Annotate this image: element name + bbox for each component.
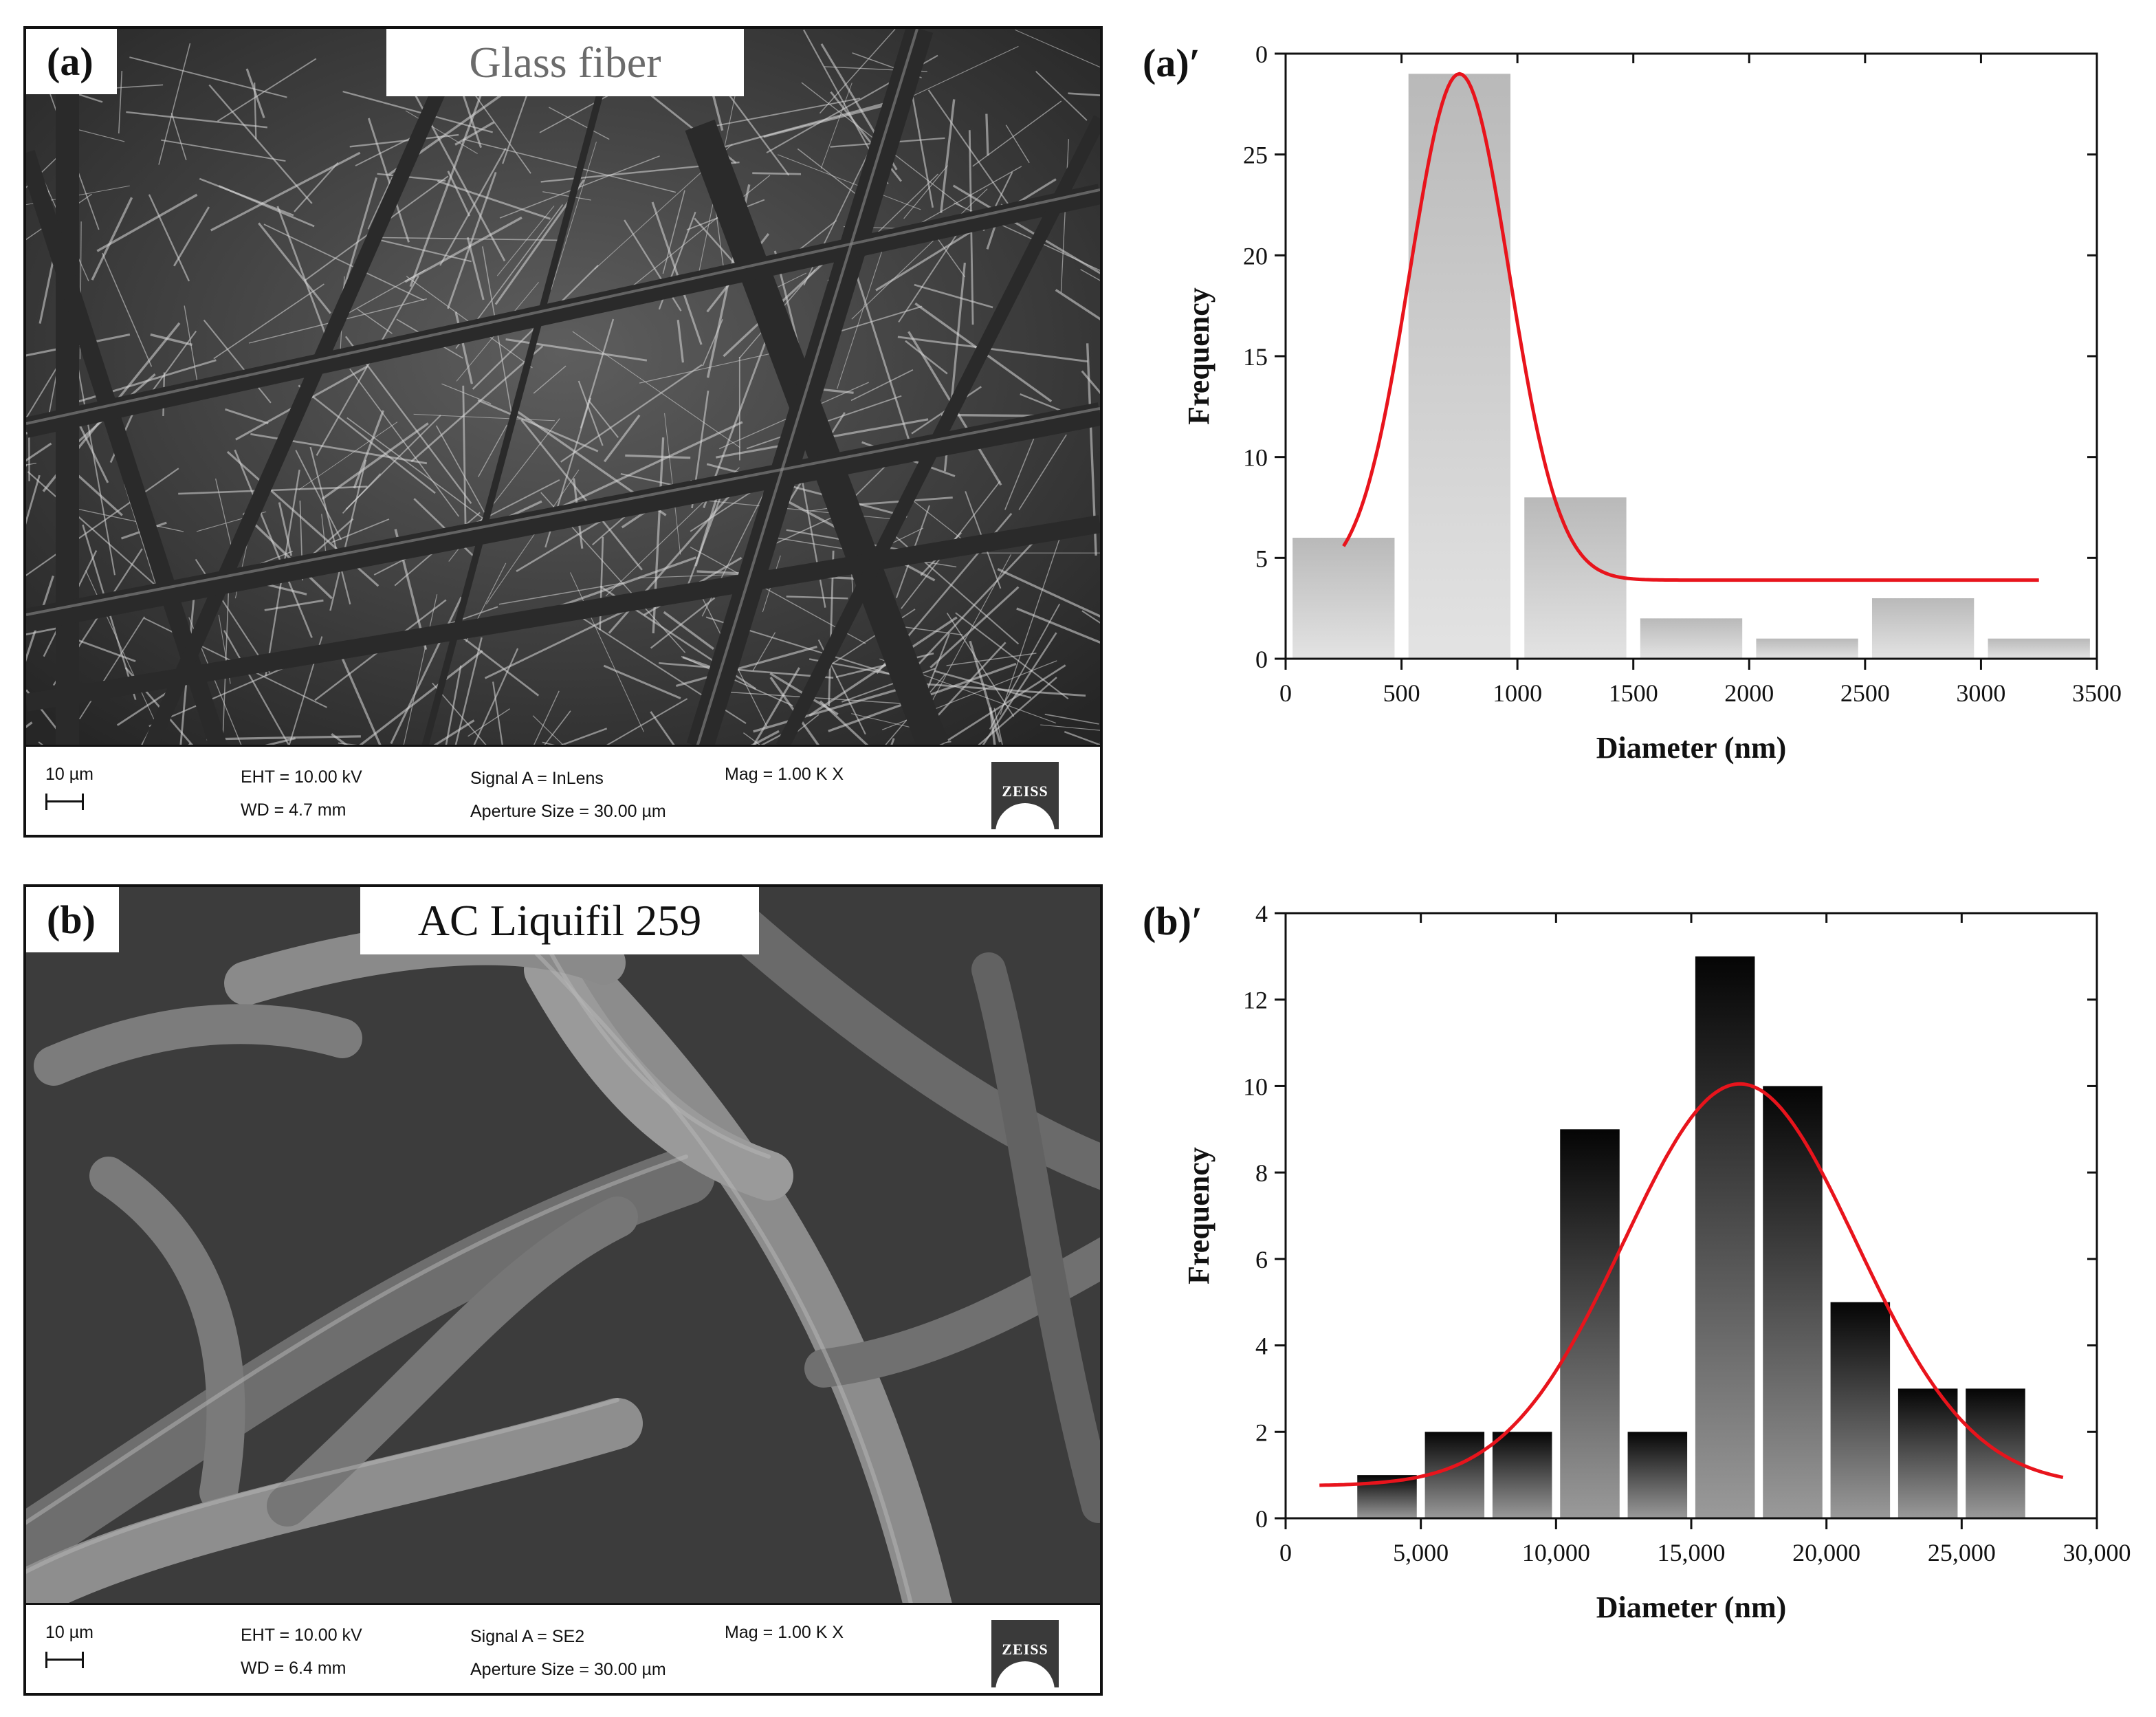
signal-value: Signal A = InLens xyxy=(470,769,604,788)
histogram-bar xyxy=(1756,638,1858,659)
eht-value: EHT = 10.00 kV xyxy=(241,1626,362,1645)
scale-label: 10 µm xyxy=(45,1623,94,1642)
chart-tag-b: (b)′ xyxy=(1143,899,1203,943)
x-axis-label: Diameter (nm) xyxy=(1596,731,1787,765)
histogram-bar xyxy=(1640,618,1743,659)
histogram-bar xyxy=(1424,1432,1485,1518)
wd-value: WD = 6.4 mm xyxy=(241,1659,346,1678)
fiber-texture xyxy=(26,29,1100,747)
y-tick-label: 6 xyxy=(1255,1246,1268,1273)
histogram-bar xyxy=(1560,1129,1620,1518)
x-tick-label: 20,000 xyxy=(1792,1539,1860,1566)
y-tick-label: 0 xyxy=(1255,646,1268,673)
fiber-texture xyxy=(26,887,1100,1605)
gaussian-fit-curve xyxy=(1342,72,2039,582)
aperture-value: Aperture Size = 30.00 µm xyxy=(470,802,666,821)
sem-info-bar: 10 µm EHT = 10.00 kV WD = 6.4 mm Signal … xyxy=(26,1603,1100,1693)
y-tick-label: 25 xyxy=(1243,142,1268,169)
histogram-bar xyxy=(1292,538,1395,659)
x-tick-label: 30,000 xyxy=(2063,1539,2131,1566)
histogram-bar xyxy=(1524,497,1627,659)
x-tick-label: 10,000 xyxy=(1522,1539,1590,1566)
panel-label: (a) xyxy=(26,29,117,94)
wd-value: WD = 4.7 mm xyxy=(241,800,346,820)
histogram-bar xyxy=(1627,1432,1688,1518)
x-tick-label: 500 xyxy=(1383,679,1420,707)
signal-value: Signal A = SE2 xyxy=(470,1627,585,1646)
x-tick-label: 25,000 xyxy=(1928,1539,1996,1566)
y-axis-label: Frequency xyxy=(1182,1147,1216,1284)
histogram-bar xyxy=(1830,1302,1891,1518)
y-tick-label: 0 xyxy=(1255,1505,1268,1533)
histogram-bar xyxy=(1966,1388,2025,1518)
x-tick-label: 3500 xyxy=(2072,679,2122,707)
histogram-bar xyxy=(1492,1432,1552,1518)
gaussian-fit-curve xyxy=(1319,1082,2064,1487)
x-tick-label: 2500 xyxy=(1840,679,1890,707)
y-tick-label: 10 xyxy=(1243,1073,1268,1100)
x-tick-label: 15,000 xyxy=(1658,1539,1726,1566)
x-tick-label: 2000 xyxy=(1724,679,1774,707)
sem-image-ac-liquifil: (b) AC Liquifil 259 10 µm EHT = 10.00 kV… xyxy=(23,884,1103,1696)
y-tick-label: 0 xyxy=(1255,41,1268,68)
histogram-bar xyxy=(1763,1086,1823,1518)
y-tick-label: 4 xyxy=(1255,900,1268,928)
x-axis-label: Diameter (nm) xyxy=(1596,1590,1787,1624)
y-tick-label: 20 xyxy=(1243,242,1268,270)
x-tick-label: 0 xyxy=(1279,679,1292,707)
histogram-ac-liquifil: 0 5,000 10,000 15,000 20,000 25,000 30,000 0 2 4 6… xyxy=(1182,900,2131,1624)
zeiss-logo: ZEISS xyxy=(991,762,1059,835)
x-tick-label: 1500 xyxy=(1609,679,1658,707)
y-tick-label: 15 xyxy=(1243,343,1268,371)
y-tick-label: 10 xyxy=(1243,444,1268,472)
sem-image-glass-fiber: (a) Glass fiber 10 µm EHT = 10.00 kV WD … xyxy=(23,26,1103,838)
histogram-bar xyxy=(1988,638,2090,659)
histogram-bar xyxy=(1898,1388,1958,1518)
aperture-value: Aperture Size = 30.00 µm xyxy=(470,1660,666,1679)
mag-value: Mag = 1.00 K X xyxy=(725,1623,844,1642)
eht-value: EHT = 10.00 kV xyxy=(241,767,362,787)
mag-value: Mag = 1.00 K X xyxy=(725,765,844,784)
y-tick-label: 12 xyxy=(1243,987,1268,1014)
scale-bar xyxy=(45,1649,84,1670)
y-tick-label: 8 xyxy=(1255,1159,1268,1187)
y-axis-label: Frequency xyxy=(1182,287,1216,425)
zeiss-logo: ZEISS xyxy=(991,1620,1059,1693)
sem-title: Glass fiber xyxy=(386,29,744,96)
scale-bar xyxy=(45,791,84,811)
x-tick-label: 0 xyxy=(1279,1539,1292,1566)
scale-label: 10 µm xyxy=(45,765,94,784)
y-tick-label: 4 xyxy=(1255,1333,1268,1360)
histogram-bar xyxy=(1695,956,1755,1518)
x-tick-label: 1000 xyxy=(1493,679,1542,707)
sem-title: AC Liquifil 259 xyxy=(360,887,759,954)
x-tick-label: 5,000 xyxy=(1393,1539,1449,1566)
histogram-bar xyxy=(1871,598,1974,659)
sem-info-bar: 10 µm EHT = 10.00 kV WD = 4.7 mm Signal … xyxy=(26,745,1100,835)
chart-tag-a: (a)′ xyxy=(1143,41,1200,85)
histogram-bar xyxy=(1408,74,1511,659)
y-tick-label: 2 xyxy=(1255,1419,1268,1446)
x-tick-label: 3000 xyxy=(1956,679,2005,707)
plot-frame xyxy=(1284,52,2098,660)
panel-label: (b) xyxy=(26,887,119,952)
y-tick-label: 5 xyxy=(1255,545,1268,572)
histogram-glass-fiber: 0 500 1000 1500 2000 2500 3000 3500 0 5 10 15 20 25 0 D… xyxy=(1182,41,2122,765)
